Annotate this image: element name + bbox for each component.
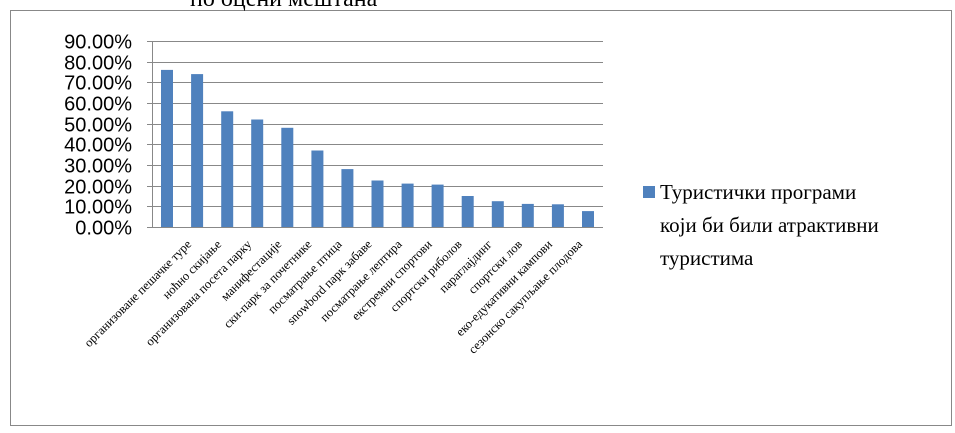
bars — [161, 69, 594, 228]
bar — [491, 201, 504, 227]
y-tick-label: 10.00% — [64, 197, 132, 219]
bar — [161, 69, 173, 228]
bar — [401, 183, 414, 227]
bar — [191, 74, 204, 227]
bar — [521, 203, 534, 227]
y-axis-ticks: 0.00%10.00%20.00%30.00%40.00%50.00%60.00… — [64, 32, 132, 240]
bar — [431, 184, 444, 227]
y-tick-label: 20.00% — [64, 177, 132, 199]
y-tick-label: 70.00% — [64, 73, 132, 95]
legend: Туристички програми који би били атракти… — [643, 180, 884, 270]
bar — [251, 119, 264, 227]
y-tick-label: 90.00% — [64, 32, 132, 54]
bar — [371, 180, 384, 227]
legend-swatch — [643, 186, 655, 198]
y-tick-label: 60.00% — [64, 94, 132, 116]
legend-label: Туристички програми који би били атракти… — [660, 180, 884, 270]
y-tick-label: 0.00% — [75, 218, 132, 240]
chart-title: по оцени мештана — [190, 0, 378, 12]
bar — [221, 111, 234, 227]
y-tick-label: 50.00% — [64, 115, 132, 137]
y-tick-label: 30.00% — [64, 156, 132, 178]
bar — [341, 169, 354, 227]
bar — [551, 204, 564, 227]
bar — [311, 150, 324, 227]
bar — [461, 196, 474, 227]
y-tick-label: 80.00% — [64, 53, 132, 75]
bar — [582, 211, 594, 227]
chart-area-border — [10, 10, 952, 426]
bar — [281, 127, 294, 227]
y-tick-label: 40.00% — [64, 135, 132, 157]
